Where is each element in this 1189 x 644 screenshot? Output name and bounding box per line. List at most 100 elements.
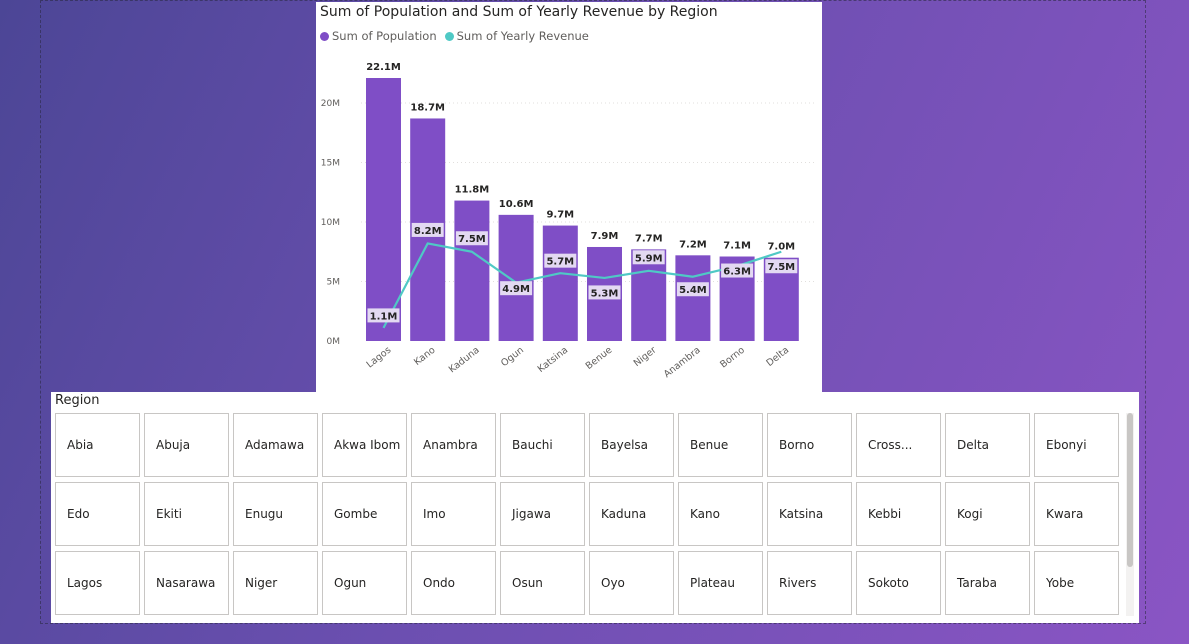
revenue-data-label: 7.5M — [458, 234, 486, 245]
revenue-line — [382, 242, 782, 329]
revenue-data-label: 4.9M — [502, 284, 530, 295]
revenue-label-bg — [411, 222, 444, 237]
slicer-tile[interactable]: Yobe — [1034, 551, 1119, 615]
y-tick-label: 10M — [321, 218, 340, 228]
population-data-label: 9.7M — [546, 210, 574, 221]
revenue-data-label: 8.2M — [414, 226, 442, 237]
population-bar[interactable] — [542, 225, 578, 341]
slicer-tile[interactable]: Kwara — [1034, 482, 1119, 546]
slicer-tile[interactable]: Edo — [55, 482, 140, 546]
combo-chart-visual[interactable]: Sum of Population and Sum of Yearly Reve… — [316, 2, 822, 393]
y-tick-label: 15M — [321, 158, 340, 168]
slicer-tile[interactable]: Imo — [411, 482, 496, 546]
x-tick-label: Ogun — [499, 345, 526, 369]
population-data-label: 10.6M — [499, 199, 534, 210]
slicer-tile[interactable]: Oyo — [589, 551, 674, 615]
revenue-label-bg — [588, 285, 621, 300]
slicer-tile[interactable]: Adamawa — [233, 413, 318, 477]
slicer-tile[interactable]: Jigawa — [500, 482, 585, 546]
x-tick-label: Kaduna — [447, 345, 482, 376]
slicer-tile[interactable]: Ogun — [322, 551, 407, 615]
slicer-scrollbar-thumb[interactable] — [1127, 413, 1133, 567]
x-tick-label: Borno — [718, 345, 747, 371]
chart-legend: Sum of Population Sum of Yearly Revenue — [320, 29, 597, 43]
slicer-tile[interactable]: Ebonyi — [1034, 413, 1119, 477]
revenue-label-bg — [765, 259, 798, 274]
revenue-label-bg — [500, 281, 533, 296]
slicer-tile[interactable]: Delta — [945, 413, 1030, 477]
revenue-data-label: 5.9M — [635, 253, 663, 264]
population-bar[interactable] — [454, 200, 490, 341]
slicer-tile[interactable]: Sokoto — [856, 551, 941, 615]
slicer-tile[interactable]: Abuja — [144, 413, 229, 477]
population-data-label: 7.7M — [635, 233, 663, 244]
slicer-tile[interactable]: Ondo — [411, 551, 496, 615]
population-data-label: 22.1M — [366, 62, 401, 73]
revenue-data-label: 5.4M — [679, 285, 707, 296]
slicer-tile[interactable]: Rivers — [767, 551, 852, 615]
slicer-tile[interactable]: Anambra — [411, 413, 496, 477]
y-tick-label: 5M — [327, 277, 341, 287]
slicer-tile[interactable]: Katsina — [767, 482, 852, 546]
slicer-tile[interactable]: Borno — [767, 413, 852, 477]
revenue-label-bg — [544, 253, 577, 268]
legend-label-revenue: Sum of Yearly Revenue — [456, 29, 589, 43]
population-data-label: 11.8M — [455, 185, 490, 196]
revenue-data-label: 6.3M — [723, 267, 751, 278]
revenue-label-bg — [367, 308, 400, 323]
x-tick-label: Benue — [584, 345, 615, 372]
x-tick-label: Lagos — [365, 345, 394, 371]
region-slicer: Region Abia Abuja Adamawa Akwa Ibom Anambra B… — [51, 392, 1139, 623]
legend-item-revenue[interactable]: Sum of Yearly Revenue — [444, 29, 589, 43]
slicer-tile[interactable]: Abia — [55, 413, 140, 477]
population-bar[interactable] — [631, 249, 667, 341]
population-data-label: 7.9M — [591, 231, 619, 242]
chart-title: Sum of Population and Sum of Yearly Reve… — [320, 4, 718, 20]
x-tick-label: Anambra — [662, 345, 703, 380]
slicer-tile[interactable]: Lagos — [55, 551, 140, 615]
population-bar[interactable] — [366, 78, 401, 341]
slicer-tile[interactable]: Enugu — [233, 482, 318, 546]
revenue-data-label: 7.5M — [767, 262, 795, 273]
revenue-data-label: 1.1M — [370, 311, 398, 322]
slicer-tile[interactable]: Taraba — [945, 551, 1030, 615]
chart-plot-area: 0M 5M 10M 15M 20M 22.1M 18.7M 11.8M 10.6M 9.7M 7.9… — [321, 62, 816, 380]
slicer-tile[interactable]: Bayelsa — [589, 413, 674, 477]
y-tick-label: 0M — [327, 337, 341, 347]
slicer-tile-grid: Abia Abuja Adamawa Akwa Ibom Anambra Bauchi Ba… — [55, 413, 1119, 615]
population-bar[interactable] — [498, 214, 534, 341]
slicer-scrollbar[interactable] — [1126, 413, 1134, 616]
revenue-data-label: 5.3M — [591, 288, 619, 299]
population-data-label: 7.1M — [723, 241, 751, 252]
slicer-tile[interactable]: Kano — [678, 482, 763, 546]
x-tick-label: Kano — [412, 345, 438, 368]
slicer-tile[interactable]: Kaduna — [589, 482, 674, 546]
slicer-tile[interactable]: Benue — [678, 413, 763, 477]
slicer-tile[interactable]: Akwa Ibom — [322, 413, 407, 477]
slicer-tile[interactable]: Gombe — [322, 482, 407, 546]
slicer-tile[interactable]: Bauchi — [500, 413, 585, 477]
report-canvas-border — [40, 0, 1146, 624]
slicer-tile[interactable]: Kebbi — [856, 482, 941, 546]
x-tick-label: Delta — [764, 345, 791, 369]
legend-dot-population-icon — [320, 31, 329, 41]
revenue-label-bg — [721, 263, 754, 278]
revenue-label-bg — [455, 231, 488, 246]
x-tick-label: Niger — [632, 345, 659, 369]
revenue-label-bg — [632, 250, 665, 265]
slicer-tile[interactable]: Osun — [500, 551, 585, 615]
legend-dot-revenue-icon — [444, 31, 454, 41]
population-data-label: 18.7M — [410, 102, 445, 113]
slicer-tile[interactable]: Plateau — [678, 551, 763, 615]
slicer-tile[interactable]: Ekiti — [144, 482, 229, 546]
slicer-tile[interactable]: Nasarawa — [144, 551, 229, 615]
revenue-data-label: 5.7M — [546, 257, 574, 268]
legend-item-population[interactable]: Sum of Population — [320, 29, 437, 43]
slicer-tile[interactable]: Niger — [233, 551, 318, 615]
slicer-tile[interactable]: Kogi — [945, 482, 1030, 546]
population-data-label: 7.2M — [679, 239, 707, 250]
population-data-label: 7.0M — [767, 242, 795, 253]
slicer-tile[interactable]: Cross... — [856, 413, 941, 477]
population-bar[interactable] — [675, 255, 711, 341]
x-tick-label: Katsina — [536, 345, 570, 375]
